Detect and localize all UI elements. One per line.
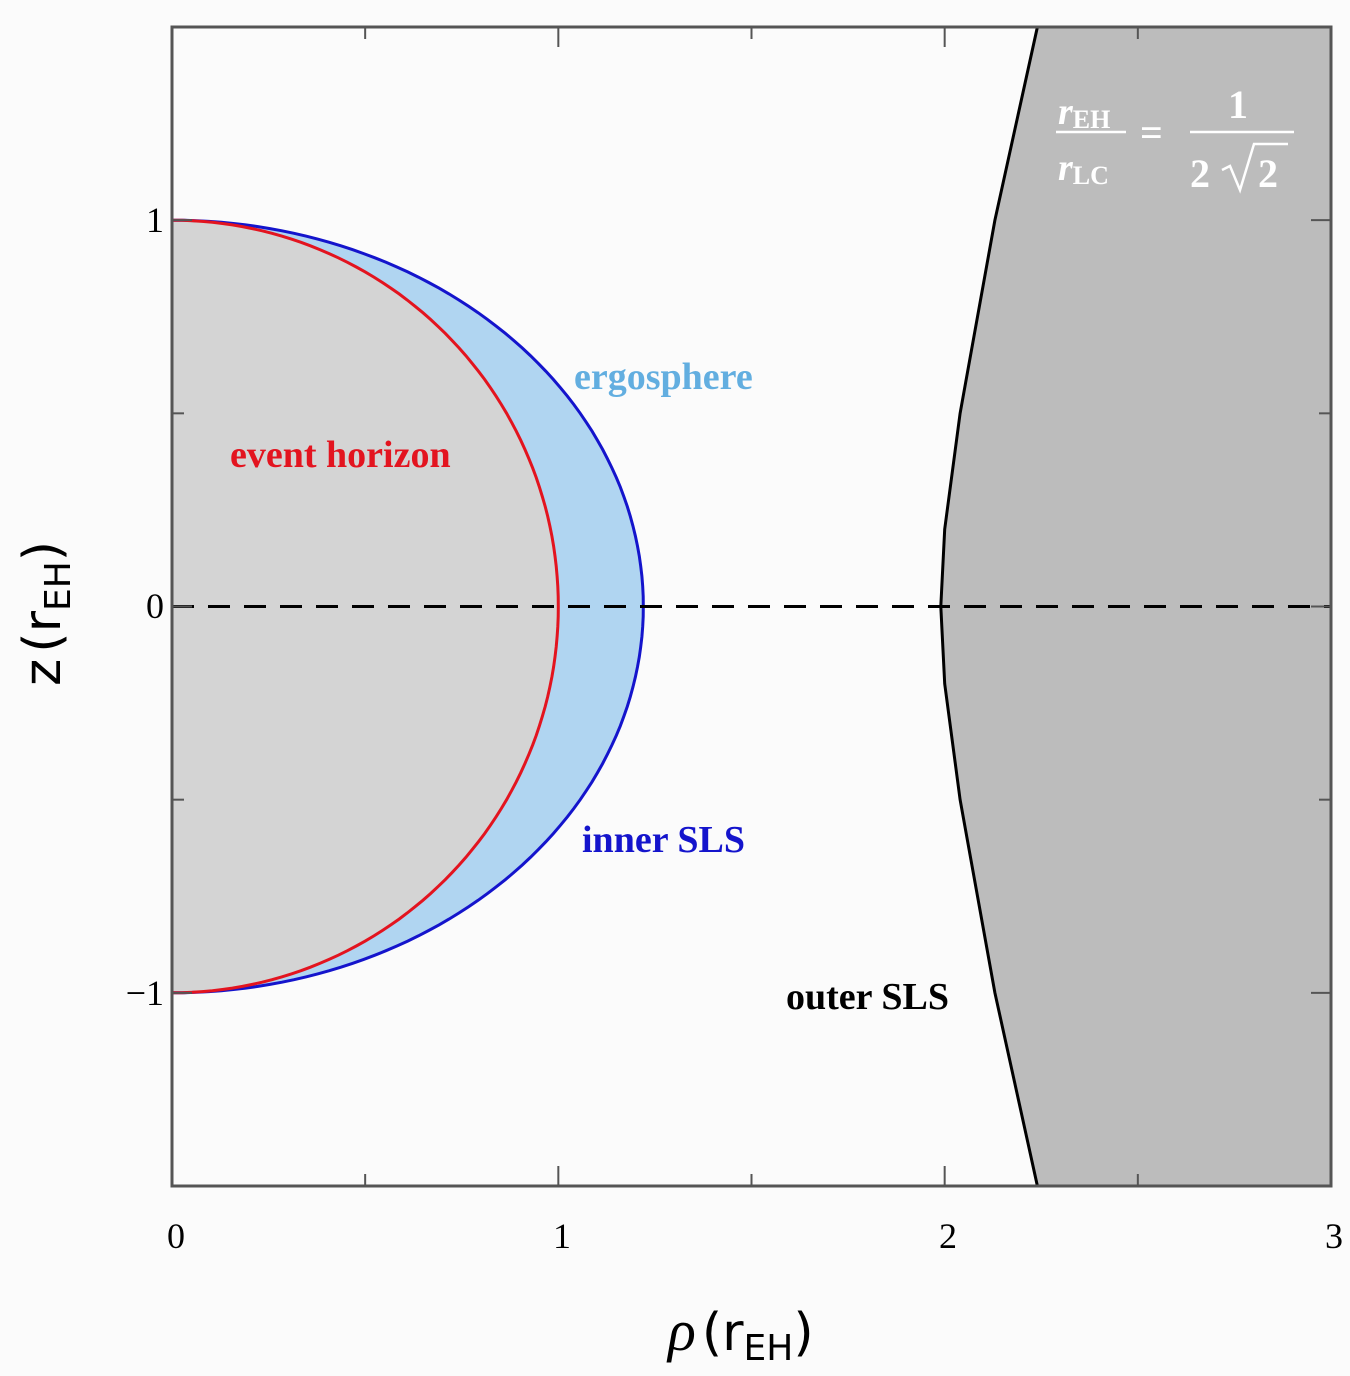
y-axis-open-paren: (	[13, 632, 73, 652]
y-axis-symbol: z	[13, 659, 73, 686]
x-axis-close-paren: )	[793, 1303, 813, 1363]
y-tick-label-0: 0	[146, 586, 164, 626]
outer-sls-fill	[940, 27, 1331, 1186]
ratio-lhs-denominator: rLC	[1058, 147, 1109, 190]
y-axis-unit-sub: EH	[38, 561, 79, 611]
ratio-lhs-den-base: r	[1058, 147, 1074, 189]
ratio-rhs-denominator-coef: 2	[1190, 151, 1210, 196]
y-axis-unit-base: r	[13, 610, 73, 632]
label-outer-sls: outer SLS	[786, 976, 949, 1018]
y-tick-label-neg1: −1	[126, 973, 164, 1013]
x-axis-symbol: ρ	[666, 1298, 696, 1363]
x-tick-label-3: 3	[1325, 1216, 1343, 1256]
ratio-equals-sign: =	[1140, 110, 1163, 155]
y-axis-close-paren: )	[13, 541, 73, 561]
ratio-rhs-numerator: 1	[1228, 82, 1248, 127]
label-ergosphere: ergosphere	[574, 356, 753, 398]
x-tick-label-2: 2	[939, 1216, 957, 1256]
ratio-lhs-numerator: rEH	[1058, 91, 1110, 134]
x-tick-label-1: 1	[553, 1216, 571, 1256]
ratio-lhs-num-base: r	[1058, 91, 1074, 133]
ratio-annotation: rEH rLC = 1 2 2	[1056, 82, 1294, 196]
label-event-horizon: event horizon	[230, 434, 451, 476]
ticks-layer	[171, 26, 1332, 1187]
x-axis-unit-base: r	[722, 1303, 744, 1363]
y-axis-label-group: z (rEH)	[13, 541, 79, 686]
y-tick-label-1: 1	[146, 200, 164, 240]
x-axis-open-paren: (	[702, 1303, 722, 1363]
x-tick-label-0: 0	[167, 1216, 185, 1256]
event-horizon-curve	[171, 218, 560, 995]
ratio-lhs-den-sub: LC	[1073, 161, 1109, 190]
x-axis-unit-sub: EH	[744, 1328, 794, 1369]
label-inner-sls: inner SLS	[582, 819, 745, 861]
x-axis-label: ρ (rEH)	[666, 1298, 814, 1369]
y-axis-label: z (rEH)	[13, 541, 79, 686]
ratio-rhs-radicand: 2	[1258, 151, 1278, 196]
ratio-lhs-num-sub: EH	[1073, 105, 1111, 134]
ratio-sqrt-symbol	[1221, 142, 1288, 194]
